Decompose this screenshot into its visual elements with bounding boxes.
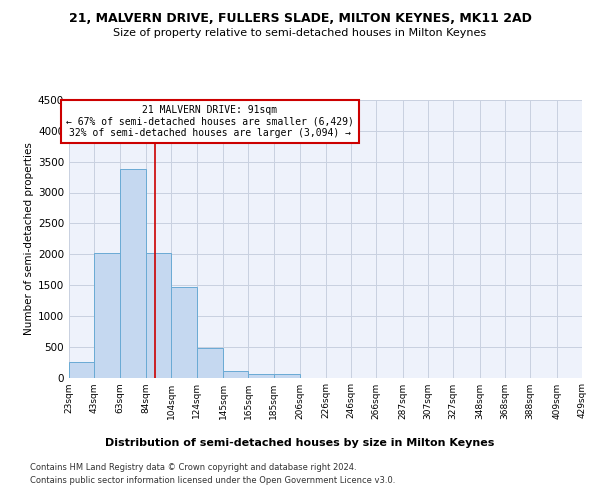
- Bar: [146, 253, 172, 378]
- Text: 21, MALVERN DRIVE, FULLERS SLADE, MILTON KEYNES, MK11 2AD: 21, MALVERN DRIVE, FULLERS SLADE, MILTON…: [68, 12, 532, 26]
- Bar: [197, 348, 223, 378]
- Text: Contains HM Land Registry data © Crown copyright and database right 2024.: Contains HM Land Registry data © Crown c…: [30, 464, 356, 472]
- Text: Size of property relative to semi-detached houses in Milton Keynes: Size of property relative to semi-detach…: [113, 28, 487, 38]
- Bar: [119, 169, 146, 378]
- Bar: [69, 362, 94, 378]
- Bar: [274, 374, 300, 378]
- Y-axis label: Number of semi-detached properties: Number of semi-detached properties: [24, 142, 34, 335]
- Text: Contains public sector information licensed under the Open Government Licence v3: Contains public sector information licen…: [30, 476, 395, 485]
- Text: Distribution of semi-detached houses by size in Milton Keynes: Distribution of semi-detached houses by …: [106, 438, 494, 448]
- Bar: [248, 374, 274, 378]
- Bar: [94, 253, 119, 378]
- Bar: [223, 372, 248, 378]
- Bar: [172, 288, 197, 378]
- Text: 21 MALVERN DRIVE: 91sqm
← 67% of semi-detached houses are smaller (6,429)
32% of: 21 MALVERN DRIVE: 91sqm ← 67% of semi-de…: [66, 105, 354, 138]
